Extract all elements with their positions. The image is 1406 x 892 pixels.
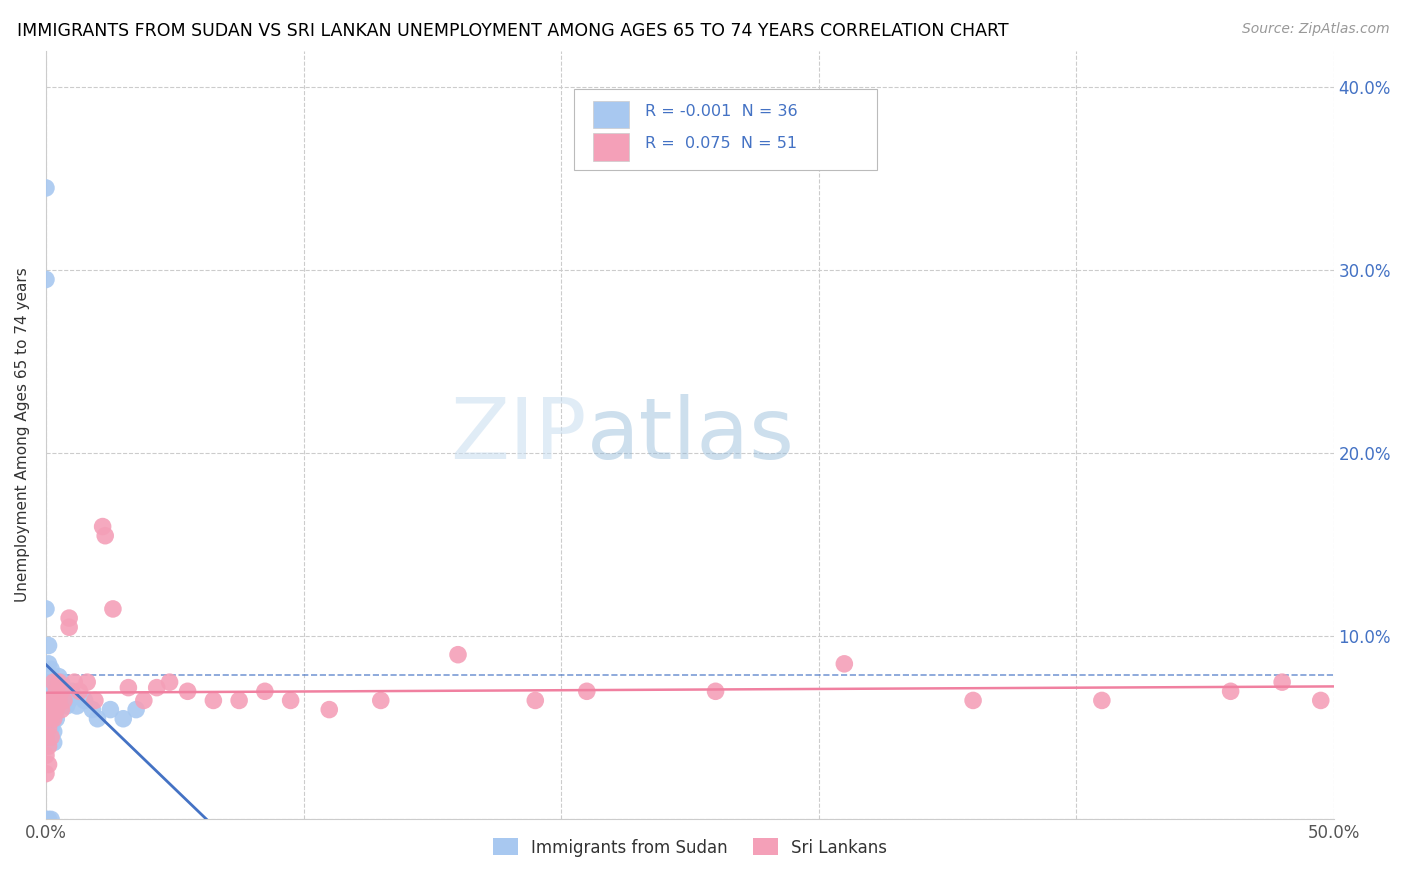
Point [704, 684, 727, 698]
Point [58, 620, 80, 634]
Point [86, 712, 108, 726]
Point [51, 703, 73, 717]
Point [39, 813, 62, 827]
Point [82, 703, 104, 717]
Point [39, 721, 62, 735]
Point [1091, 693, 1114, 707]
Point [48, 675, 70, 690]
Point [101, 602, 124, 616]
Point [112, 712, 135, 726]
Point [35, 272, 58, 286]
Point [125, 703, 148, 717]
Point [60, 684, 83, 698]
Point [42, 698, 65, 713]
Point [42, 712, 65, 726]
Point [42, 724, 65, 739]
Point [38, 721, 60, 735]
Point [447, 648, 470, 662]
Point [45, 681, 67, 695]
Point [53, 684, 76, 698]
Point [253, 684, 276, 698]
Point [58, 693, 80, 707]
Point [176, 684, 198, 698]
Point [51, 693, 73, 707]
Point [35, 712, 58, 726]
Point [962, 693, 984, 707]
Point [39, 712, 62, 726]
Point [91, 519, 114, 533]
Point [39, 662, 62, 676]
Point [48, 688, 70, 702]
Point [45, 684, 67, 698]
Text: R =  0.075  N = 51: R = 0.075 N = 51 [645, 136, 797, 152]
Point [55, 698, 77, 713]
Point [66, 698, 89, 713]
Point [575, 684, 598, 698]
Point [48, 670, 70, 684]
Point [45, 712, 67, 726]
Point [35, 748, 58, 763]
Y-axis label: Unemployment Among Ages 65 to 74 years: Unemployment Among Ages 65 to 74 years [15, 268, 30, 602]
Point [83, 693, 105, 707]
Point [38, 657, 60, 671]
Point [35, 181, 58, 195]
Point [39, 693, 62, 707]
Point [132, 693, 155, 707]
Text: ZIP: ZIP [450, 393, 586, 476]
Text: IMMIGRANTS FROM SUDAN VS SRI LANKAN UNEMPLOYMENT AMONG AGES 65 TO 74 YEARS CORRE: IMMIGRANTS FROM SUDAN VS SRI LANKAN UNEM… [17, 22, 1008, 40]
Point [51, 684, 73, 698]
Point [45, 693, 67, 707]
Point [35, 766, 58, 780]
Point [35, 730, 58, 744]
Point [318, 703, 340, 717]
Text: atlas: atlas [586, 393, 794, 476]
Text: Source: ZipAtlas.com: Source: ZipAtlas.com [1241, 22, 1389, 37]
Point [39, 706, 62, 721]
Point [45, 703, 67, 717]
Point [98, 703, 121, 717]
Point [35, 813, 58, 827]
Point [38, 739, 60, 754]
Point [53, 693, 76, 707]
Point [38, 703, 60, 717]
Point [38, 688, 60, 702]
Point [48, 693, 70, 707]
Point [39, 688, 62, 702]
Point [145, 681, 167, 695]
Point [69, 684, 91, 698]
FancyBboxPatch shape [593, 101, 630, 128]
Point [58, 611, 80, 625]
FancyBboxPatch shape [593, 133, 630, 161]
Point [94, 529, 117, 543]
Point [42, 735, 65, 749]
Point [1309, 693, 1331, 707]
Point [1271, 675, 1294, 690]
Point [202, 693, 225, 707]
Point [42, 693, 65, 707]
Point [1219, 684, 1241, 698]
Point [228, 693, 250, 707]
Point [76, 675, 98, 690]
Point [39, 730, 62, 744]
Point [524, 693, 547, 707]
Point [38, 757, 60, 772]
Point [834, 657, 856, 671]
Point [63, 675, 86, 690]
Point [51, 675, 73, 690]
Point [38, 675, 60, 690]
FancyBboxPatch shape [574, 89, 876, 169]
Point [117, 681, 139, 695]
Point [38, 639, 60, 653]
Legend: Immigrants from Sudan, Sri Lankans: Immigrants from Sudan, Sri Lankans [484, 830, 896, 865]
Point [280, 693, 302, 707]
Point [35, 602, 58, 616]
Point [73, 693, 96, 707]
Text: R = -0.001  N = 36: R = -0.001 N = 36 [645, 103, 797, 119]
Point [159, 675, 181, 690]
Point [42, 675, 65, 690]
Point [370, 693, 392, 707]
Point [42, 712, 65, 726]
Point [38, 813, 60, 827]
